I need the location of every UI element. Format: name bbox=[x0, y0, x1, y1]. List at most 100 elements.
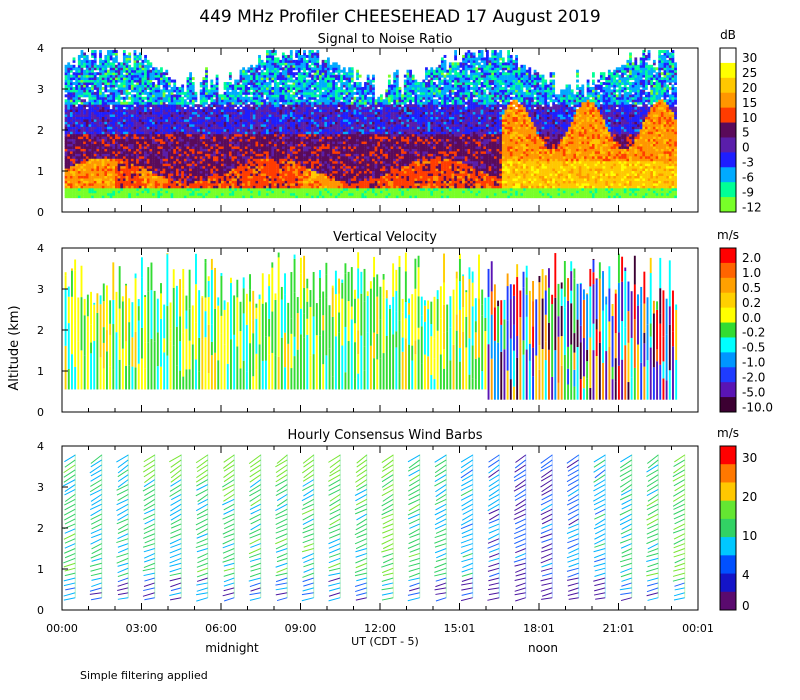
snr-cell bbox=[80, 99, 84, 103]
snr-cell bbox=[173, 121, 177, 125]
snr-cell bbox=[194, 121, 198, 125]
snr-cell bbox=[146, 187, 150, 191]
snr-cell bbox=[75, 99, 79, 103]
snr-cell bbox=[152, 86, 155, 90]
snr-cell bbox=[69, 77, 73, 81]
snr-cell bbox=[109, 155, 113, 159]
snr-cell bbox=[210, 145, 214, 149]
snr-cell bbox=[122, 82, 126, 85]
snr-cell bbox=[181, 163, 185, 167]
snr-cell bbox=[104, 170, 108, 174]
snr-cell bbox=[149, 72, 153, 76]
snr-cell bbox=[178, 190, 182, 194]
snr-cell bbox=[144, 192, 147, 196]
snr-cell bbox=[194, 175, 198, 179]
snr-cell bbox=[112, 126, 116, 130]
snr-cell bbox=[69, 82, 73, 85]
snr-cell bbox=[104, 185, 108, 189]
snr-cell bbox=[128, 163, 132, 167]
snr-cell bbox=[104, 173, 108, 177]
snr-cell bbox=[67, 168, 71, 172]
snr-cell bbox=[80, 74, 84, 78]
snr-cell bbox=[99, 111, 102, 115]
snr-cell bbox=[88, 131, 92, 135]
snr-cell bbox=[72, 180, 76, 184]
snr-cell bbox=[144, 138, 147, 142]
snr-cell bbox=[175, 163, 179, 167]
snr-cell bbox=[96, 158, 100, 162]
snr-cell bbox=[85, 158, 89, 162]
snr-cell bbox=[183, 195, 187, 199]
snr-cell bbox=[210, 94, 214, 98]
snr-cell bbox=[189, 190, 192, 194]
snr-cell bbox=[88, 138, 92, 142]
snr-cell bbox=[183, 141, 187, 145]
snr-cell bbox=[144, 155, 147, 159]
snr-cell bbox=[154, 190, 158, 194]
snr-cell bbox=[197, 133, 200, 137]
snr-cell bbox=[170, 168, 174, 172]
snr-cell bbox=[152, 192, 155, 196]
snr-cell bbox=[99, 91, 102, 95]
snr-cell bbox=[138, 180, 142, 184]
snr-cell bbox=[125, 101, 129, 105]
snr-cell bbox=[202, 168, 206, 172]
snr-cell bbox=[149, 114, 153, 117]
snr-cell bbox=[67, 84, 71, 88]
snr-cell bbox=[205, 187, 208, 191]
snr-cell bbox=[120, 84, 124, 88]
snr-cell bbox=[107, 121, 110, 125]
snr-cell bbox=[104, 99, 108, 103]
snr-cell bbox=[120, 62, 124, 66]
snr-cell bbox=[154, 126, 158, 130]
snr-cell bbox=[80, 128, 84, 132]
snr-cell bbox=[152, 143, 155, 147]
snr-cell bbox=[168, 150, 171, 154]
snr-cell bbox=[157, 170, 161, 174]
snr-cell bbox=[165, 182, 169, 186]
snr-cell bbox=[197, 116, 200, 120]
snr-cell bbox=[144, 190, 147, 194]
snr-cell bbox=[107, 111, 110, 115]
snr-cell bbox=[146, 123, 150, 127]
snr-cell bbox=[83, 128, 86, 132]
snr-cell bbox=[77, 62, 81, 66]
snr-cell bbox=[160, 187, 163, 191]
snr-cell bbox=[146, 165, 150, 169]
snr-cell bbox=[93, 104, 97, 108]
snr-cell bbox=[170, 192, 174, 196]
snr-cell bbox=[72, 165, 76, 169]
snr-cell bbox=[107, 109, 110, 113]
snr-cell bbox=[162, 185, 166, 189]
snr-cell bbox=[115, 150, 118, 154]
snr-cell bbox=[136, 96, 139, 100]
snr-cell bbox=[202, 131, 206, 135]
snr-cell bbox=[77, 82, 81, 85]
snr-cell bbox=[75, 141, 79, 145]
snr-cell bbox=[133, 170, 137, 174]
snr-cell bbox=[136, 153, 139, 157]
snr-cell bbox=[149, 82, 153, 85]
snr-cell bbox=[69, 177, 73, 181]
snr-cell bbox=[146, 195, 150, 199]
snr-cell bbox=[181, 123, 185, 127]
snr-cell bbox=[99, 190, 102, 194]
snr-cell bbox=[101, 96, 105, 100]
snr-cell bbox=[136, 74, 139, 78]
snr-cell bbox=[144, 128, 147, 132]
snr-cell bbox=[85, 177, 89, 181]
snr-cell bbox=[210, 153, 214, 157]
snr-cell bbox=[93, 96, 97, 100]
snr-cell bbox=[154, 133, 158, 137]
snr-cell bbox=[80, 77, 84, 81]
snr-cell bbox=[91, 64, 94, 68]
snr-cell bbox=[104, 145, 108, 149]
snr-cell bbox=[91, 114, 94, 117]
snr-cell bbox=[109, 180, 113, 184]
snr-cell bbox=[146, 148, 150, 152]
snr-cell bbox=[80, 163, 84, 167]
snr-cell bbox=[202, 190, 206, 194]
snr-cell bbox=[67, 187, 71, 191]
snr-cell bbox=[213, 99, 216, 103]
snr-cell bbox=[88, 114, 92, 117]
